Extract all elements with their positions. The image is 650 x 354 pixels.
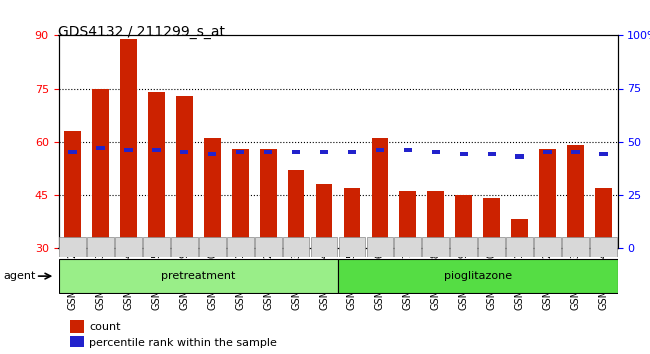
- Bar: [348, 150, 356, 154]
- Bar: [404, 148, 412, 152]
- Bar: [595, 188, 612, 354]
- Bar: [92, 88, 109, 354]
- Bar: [68, 150, 77, 154]
- Bar: [316, 184, 332, 354]
- Bar: [180, 150, 188, 154]
- Bar: [543, 150, 552, 154]
- Bar: [255, 237, 281, 257]
- Bar: [120, 39, 136, 354]
- Bar: [562, 237, 589, 257]
- Bar: [236, 150, 244, 154]
- Bar: [422, 237, 449, 257]
- Bar: [488, 152, 496, 156]
- Text: pioglitazone: pioglitazone: [444, 271, 512, 281]
- Bar: [571, 150, 580, 154]
- Bar: [515, 154, 524, 159]
- Bar: [70, 336, 84, 349]
- Bar: [204, 138, 220, 354]
- Bar: [450, 237, 477, 257]
- FancyBboxPatch shape: [58, 259, 338, 293]
- Bar: [59, 237, 86, 257]
- Bar: [199, 237, 226, 257]
- Bar: [590, 237, 617, 257]
- Bar: [148, 92, 164, 354]
- Bar: [232, 149, 248, 354]
- Bar: [171, 237, 198, 257]
- Bar: [264, 150, 272, 154]
- Bar: [152, 148, 161, 152]
- Bar: [534, 237, 561, 257]
- Bar: [64, 131, 81, 354]
- Bar: [400, 191, 416, 354]
- Bar: [288, 170, 304, 354]
- Bar: [115, 237, 142, 257]
- Bar: [320, 150, 328, 154]
- Bar: [311, 237, 337, 257]
- Bar: [456, 195, 472, 354]
- Text: pretreatment: pretreatment: [161, 271, 235, 281]
- Bar: [260, 149, 276, 354]
- Bar: [143, 237, 170, 257]
- Text: GDS4132 / 211299_s_at: GDS4132 / 211299_s_at: [58, 25, 226, 39]
- Bar: [395, 237, 421, 257]
- Bar: [70, 320, 84, 333]
- Bar: [292, 150, 300, 154]
- Bar: [87, 237, 114, 257]
- Bar: [96, 146, 105, 150]
- Bar: [367, 237, 393, 257]
- Bar: [376, 148, 384, 152]
- Bar: [460, 152, 468, 156]
- Bar: [283, 237, 309, 257]
- Bar: [124, 148, 133, 152]
- Bar: [567, 145, 584, 354]
- Bar: [344, 188, 360, 354]
- Bar: [339, 237, 365, 257]
- Bar: [208, 152, 216, 156]
- Text: count: count: [89, 322, 121, 332]
- Text: percentile rank within the sample: percentile rank within the sample: [89, 338, 277, 348]
- Bar: [484, 198, 500, 354]
- Bar: [599, 152, 608, 156]
- Bar: [540, 149, 556, 354]
- Bar: [176, 96, 192, 354]
- FancyBboxPatch shape: [338, 259, 618, 293]
- Bar: [506, 237, 533, 257]
- Text: agent: agent: [3, 271, 36, 281]
- Bar: [478, 237, 505, 257]
- Bar: [372, 138, 388, 354]
- Bar: [227, 237, 254, 257]
- Bar: [512, 219, 528, 354]
- Bar: [432, 150, 440, 154]
- Bar: [428, 191, 444, 354]
